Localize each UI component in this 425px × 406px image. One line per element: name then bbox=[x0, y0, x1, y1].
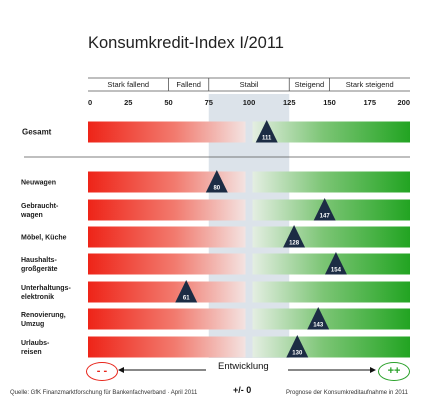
tick-label: 175 bbox=[363, 98, 376, 107]
value-marker bbox=[307, 307, 330, 330]
tick-label: 0 bbox=[88, 98, 92, 107]
category-label: großgeräte bbox=[21, 266, 58, 273]
category-label: wagen bbox=[20, 212, 43, 219]
scale-band-label: Stabil bbox=[240, 80, 259, 89]
scale-band-label: Steigend bbox=[295, 80, 325, 89]
negative-oval: - - bbox=[86, 362, 118, 381]
tick-label: 75 bbox=[205, 98, 213, 107]
category-label: elektronik bbox=[21, 294, 54, 301]
value-label: 61 bbox=[183, 296, 190, 302]
bar-negative bbox=[88, 199, 246, 221]
bar-positive bbox=[252, 199, 410, 221]
prognosis-note: Prognose der Konsumkreditaufnahme in 201… bbox=[286, 390, 408, 396]
category-label: Urlaubs- bbox=[21, 340, 50, 347]
value-marker bbox=[205, 170, 228, 193]
tick-label: 150 bbox=[323, 98, 336, 107]
bar-negative bbox=[88, 281, 246, 303]
bar-negative bbox=[88, 308, 246, 330]
category-label: reisen bbox=[21, 349, 42, 356]
value-marker bbox=[175, 280, 198, 303]
bar-positive bbox=[252, 308, 410, 330]
positive-oval: ++ bbox=[378, 362, 410, 381]
category-label: Gesamt bbox=[22, 128, 52, 137]
value-label: 154 bbox=[331, 268, 342, 274]
bar-positive bbox=[252, 336, 410, 358]
scale-band-label: Stark steigend bbox=[346, 80, 394, 89]
source-note: Quelle: GfK Finanzmarktforschung für Ban… bbox=[10, 390, 198, 396]
tick-label: 100 bbox=[243, 98, 256, 107]
value-marker bbox=[283, 225, 306, 248]
tick-label: 200 bbox=[397, 98, 410, 107]
value-marker bbox=[255, 120, 278, 143]
bar-negative bbox=[88, 171, 246, 193]
arrow-left-head bbox=[118, 367, 124, 373]
development-label: Entwicklung bbox=[218, 361, 269, 372]
bar-positive bbox=[252, 226, 410, 248]
category-label: Unterhaltungs- bbox=[21, 285, 71, 292]
tick-label: 25 bbox=[124, 98, 132, 107]
category-label: Umzug bbox=[21, 321, 44, 328]
category-label: Gebraucht- bbox=[21, 203, 59, 210]
bar-negative bbox=[88, 336, 246, 358]
tick-label: 125 bbox=[283, 98, 296, 107]
value-label: 143 bbox=[313, 323, 324, 329]
value-label: 130 bbox=[292, 351, 303, 357]
value-label: 147 bbox=[320, 214, 331, 220]
bar-positive bbox=[252, 121, 410, 143]
bar-positive bbox=[252, 281, 410, 303]
value-marker bbox=[324, 252, 347, 275]
category-label: Neuwagen bbox=[21, 180, 56, 187]
bar-negative bbox=[88, 253, 246, 275]
category-label: Renovierung, bbox=[21, 312, 66, 319]
scale-band-label: Stark fallend bbox=[107, 80, 149, 89]
value-label: 128 bbox=[289, 241, 300, 247]
tick-label: 50 bbox=[164, 98, 172, 107]
category-label: Haushalts- bbox=[21, 257, 57, 264]
arrow-right-head bbox=[370, 367, 376, 373]
value-marker bbox=[286, 335, 309, 358]
neutral-label: +/- 0 bbox=[233, 385, 252, 395]
value-label: 80 bbox=[213, 186, 220, 192]
value-label: 111 bbox=[262, 136, 272, 142]
bar-negative bbox=[88, 121, 246, 143]
scale-band-label: Fallend bbox=[176, 80, 201, 89]
value-marker bbox=[313, 198, 336, 221]
category-label: Möbel, Küche bbox=[21, 235, 67, 242]
bar-negative bbox=[88, 226, 246, 248]
bar-positive bbox=[252, 171, 410, 193]
chart-title: Konsumkredit-Index I/2011 bbox=[88, 34, 284, 52]
